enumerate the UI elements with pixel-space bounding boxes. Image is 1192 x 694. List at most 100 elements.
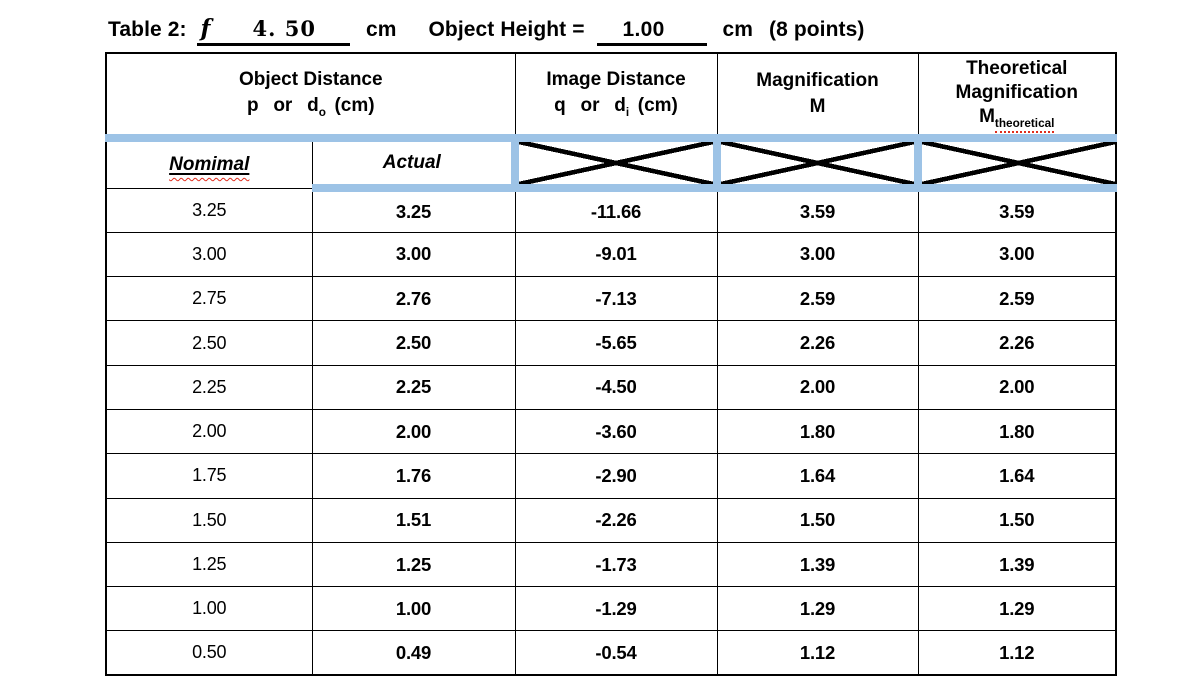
header-od-symbol: p or d xyxy=(246,95,319,117)
header-od-subscript: o xyxy=(318,105,326,119)
cell-image-distance[interactable]: -11.66 xyxy=(514,187,718,233)
header-image-distance-line1: Image Distance xyxy=(546,68,686,90)
cell-image-distance[interactable]: -2.26 xyxy=(514,497,718,543)
cell-theoretical[interactable]: 1.64 xyxy=(917,453,1117,499)
cell-magnification[interactable]: 2.26 xyxy=(716,320,919,366)
header-id-subscript: i xyxy=(625,105,630,119)
subheader-actual: Actual xyxy=(311,134,516,192)
cell-actual[interactable]: 1.25 xyxy=(311,541,516,588)
cell-theoretical[interactable]: 1.50 xyxy=(917,497,1117,543)
cell-actual[interactable]: 2.25 xyxy=(311,364,516,410)
header-theoretical-symbol: Mtheoretical xyxy=(919,105,1115,134)
cell-theoretical[interactable]: 2.59 xyxy=(917,276,1117,322)
header-image-distance: Image Distance q or di (cm) xyxy=(514,52,718,139)
subheader-nominal-label: Nomimal xyxy=(169,153,250,175)
table-row: 0.50 0.49 -0.54 1.12 1.12 xyxy=(105,630,1117,676)
cell-actual[interactable]: 0.49 xyxy=(311,630,516,676)
cell-image-distance[interactable]: -2.90 xyxy=(514,453,718,499)
subheader-row: Nomimal Actual xyxy=(105,134,1117,192)
table-row: 2.25 2.25 -4.50 2.00 2.00 xyxy=(105,364,1117,410)
cell-theoretical[interactable]: 1.12 xyxy=(917,630,1117,676)
table-row: 2.00 2.00 -3.60 1.80 1.80 xyxy=(105,408,1117,455)
cell-actual[interactable]: 2.00 xyxy=(311,408,516,455)
cell-theoretical[interactable]: 1.29 xyxy=(917,586,1117,632)
cell-image-distance[interactable]: -5.65 xyxy=(514,320,718,366)
cell-magnification[interactable]: 1.39 xyxy=(716,541,919,588)
header-tm-main: M xyxy=(979,106,995,128)
subheader-actual-label: Actual xyxy=(382,152,441,173)
table-row: 1.00 1.00 -1.29 1.29 1.29 xyxy=(105,586,1117,632)
cell-image-distance[interactable]: -3.60 xyxy=(514,408,718,455)
cell-nominal[interactable]: 1.25 xyxy=(105,541,313,588)
header-od-unit: (cm) xyxy=(334,95,375,117)
cell-nominal[interactable]: 1.00 xyxy=(105,586,313,632)
header-id-unit: (cm) xyxy=(637,95,678,117)
table-row: 2.75 2.76 -7.13 2.59 2.59 xyxy=(105,276,1117,322)
header-id-symbol: q or d xyxy=(554,95,626,117)
cell-nominal[interactable]: 2.25 xyxy=(105,364,313,410)
cell-actual[interactable]: 1.76 xyxy=(311,453,516,499)
cell-image-distance[interactable]: -4.50 xyxy=(514,364,718,410)
points-label: (8 points) xyxy=(769,18,865,41)
cell-actual[interactable]: 1.00 xyxy=(311,586,516,632)
focal-length-blank[interactable]: f 4. 50 xyxy=(196,15,351,47)
cell-nominal[interactable]: 1.75 xyxy=(105,453,313,499)
focal-length-symbol: f xyxy=(200,15,211,42)
cell-magnification[interactable]: 1.50 xyxy=(716,497,919,543)
crossed-out-cell-magnification xyxy=(713,134,919,192)
cell-image-distance[interactable]: -9.01 xyxy=(514,231,718,278)
cell-magnification[interactable]: 1.64 xyxy=(716,453,919,499)
cell-actual[interactable]: 3.00 xyxy=(311,231,516,278)
cell-theoretical[interactable]: 1.39 xyxy=(917,541,1117,588)
header-object-distance: Object Distance p or do (cm) xyxy=(105,52,516,139)
cell-theoretical[interactable]: 3.59 xyxy=(917,187,1117,233)
cell-nominal[interactable]: 3.00 xyxy=(105,231,313,278)
cell-actual[interactable]: 1.51 xyxy=(311,497,516,543)
cell-magnification[interactable]: 1.12 xyxy=(716,630,919,676)
table-caption: Table 2: f 4. 50 cm Object Height = 1.00 … xyxy=(108,15,865,47)
cell-theoretical[interactable]: 2.00 xyxy=(917,364,1117,410)
cell-nominal[interactable]: 1.50 xyxy=(105,497,313,543)
table-header-row: Object Distance p or do (cm) Image Distan… xyxy=(105,52,1117,139)
header-theoretical-magnification: Theoretical Magnification Mtheoretical xyxy=(917,52,1117,139)
cell-nominal[interactable]: 2.75 xyxy=(105,276,313,322)
table-caption-prefix: Table 2: xyxy=(108,18,187,41)
table-row: 3.25 3.25 -11.66 3.59 3.59 xyxy=(105,187,1117,233)
table-row: 1.50 1.51 -2.26 1.50 1.50 xyxy=(105,497,1117,543)
cell-magnification[interactable]: 2.00 xyxy=(716,364,919,410)
cell-magnification[interactable]: 3.00 xyxy=(716,231,919,278)
table-row: 1.75 1.76 -2.90 1.64 1.64 xyxy=(105,453,1117,499)
header-theoretical-line2: Magnification xyxy=(955,82,1078,104)
cell-theoretical[interactable]: 3.00 xyxy=(917,231,1117,278)
object-height-blank[interactable]: 1.00 xyxy=(596,18,707,47)
cell-theoretical[interactable]: 1.80 xyxy=(917,408,1117,455)
cell-magnification[interactable]: 1.80 xyxy=(716,408,919,455)
cell-magnification[interactable]: 1.29 xyxy=(716,586,919,632)
cell-nominal[interactable]: 3.25 xyxy=(105,187,313,233)
cell-magnification[interactable]: 3.59 xyxy=(716,187,919,233)
cell-actual[interactable]: 2.76 xyxy=(311,276,516,322)
object-height-unit: cm xyxy=(722,18,754,41)
header-tm-subscript: theoretical xyxy=(994,117,1055,134)
object-height-value: 1.00 xyxy=(622,18,665,41)
subheader-nominal: Nomimal xyxy=(105,134,313,189)
header-object-distance-line1: Object Distance xyxy=(238,68,383,90)
cell-actual[interactable]: 3.25 xyxy=(311,187,516,233)
cell-theoretical[interactable]: 2.26 xyxy=(917,320,1117,366)
data-table: Object Distance p or do (cm) Image Distan… xyxy=(105,52,1118,677)
header-magnification-symbol: M xyxy=(809,96,826,117)
cell-magnification[interactable]: 2.59 xyxy=(716,276,919,322)
table-row: 3.00 3.00 -9.01 3.00 3.00 xyxy=(105,231,1117,278)
cell-image-distance[interactable]: -0.54 xyxy=(514,630,718,676)
crossed-out-cell-image-distance xyxy=(511,134,718,192)
cell-nominal[interactable]: 0.50 xyxy=(105,630,313,676)
focal-length-unit: cm xyxy=(365,18,397,41)
focal-length-value: 4. 50 xyxy=(252,16,317,41)
cell-nominal[interactable]: 2.00 xyxy=(105,408,313,455)
cell-nominal[interactable]: 2.50 xyxy=(105,320,313,366)
cell-image-distance[interactable]: -1.29 xyxy=(514,586,718,632)
cell-actual[interactable]: 2.50 xyxy=(311,320,516,366)
cell-image-distance[interactable]: -1.73 xyxy=(514,541,718,588)
cell-image-distance[interactable]: -7.13 xyxy=(514,276,718,322)
header-theoretical-line1: Theoretical xyxy=(966,57,1068,79)
